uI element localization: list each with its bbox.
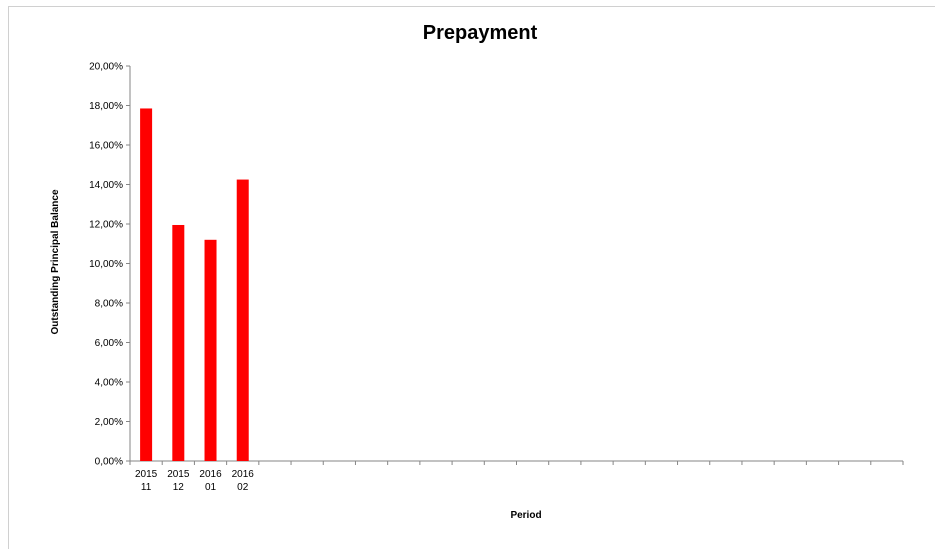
bar	[236, 179, 249, 461]
x-tick-label: 2015 12	[167, 469, 190, 493]
y-tick-label: 14,00%	[89, 180, 123, 191]
y-axis-title: Outstanding Principal Balance	[50, 189, 61, 334]
y-tick-label: 6,00%	[95, 338, 123, 349]
x-ticks	[129, 461, 904, 465]
y-tick-label: 12,00%	[89, 220, 123, 231]
y-ticks: 0,00% 2,00% 4,00% 6,00% 8,00% 10,00% 12,00% 14,…	[89, 62, 130, 468]
y-tick-label: 0,00%	[95, 457, 123, 468]
chart-frame	[8, 6, 935, 549]
x-tick-label: 2016 02	[232, 469, 255, 493]
bar	[140, 108, 153, 462]
chart-title: Prepayment	[423, 22, 538, 44]
y-tick-label: 4,00%	[95, 378, 123, 389]
y-tick-label: 2,00%	[95, 417, 123, 428]
bar	[204, 239, 217, 461]
bars	[140, 108, 249, 462]
y-tick-label: 18,00%	[89, 101, 123, 112]
x-tick-label: 2015 11	[135, 469, 158, 493]
y-tick-label: 20,00%	[89, 62, 123, 73]
x-axis-title: Period	[510, 510, 541, 521]
x-labels: 2015 11 2015 12 2016 01 2016 02	[135, 469, 254, 493]
y-tick-label: 10,00%	[89, 259, 123, 270]
y-tick-label: 16,00%	[89, 141, 123, 152]
bar	[172, 224, 185, 461]
x-tick-label: 2016 01	[199, 469, 222, 493]
y-tick-label: 8,00%	[95, 299, 123, 310]
